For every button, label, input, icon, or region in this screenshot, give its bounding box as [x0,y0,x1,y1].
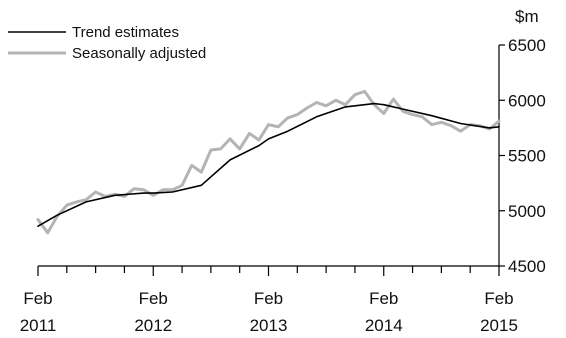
x-tick-label-month-2011: Feb [23,289,52,308]
y-axis-unit-label: $m [515,7,539,26]
series-line-trend-estimates [37,102,500,227]
x-tick-label-month-2013: Feb [254,289,283,308]
x-tick-label-month-2015: Feb [484,289,513,308]
y-tick-label-4500: 4500 [508,257,546,276]
y-tick-label-6500: 6500 [508,36,546,55]
series-layer [36,89,501,235]
series-line-seasonally-adjusted [36,89,501,235]
legend-label-seasonally-adjusted: Seasonally adjusted [72,45,206,62]
y-tick-label-5500: 5500 [508,147,546,166]
y-tick-label-5000: 5000 [508,202,546,221]
legend: Trend estimates Seasonally adjusted [8,24,206,62]
x-tick-label-year-2015: 2015 [480,316,518,335]
x-tick-label-month-2014: Feb [369,289,398,308]
x-tick-label-month-2012: Feb [139,289,168,308]
x-tick-label-year-2012: 2012 [134,316,172,335]
y-tick-label-6000: 6000 [508,91,546,110]
axes: 4500 5000 5500 6000 6500 Feb 2011 Feb 2012 Feb 201… [20,36,546,335]
legend-label-trend-estimates: Trend estimates [72,24,179,41]
x-tick-label-year-2013: 2013 [250,316,288,335]
x-tick-label-year-2014: 2014 [365,316,403,335]
x-tick-label-year-2011: 2011 [20,316,57,335]
